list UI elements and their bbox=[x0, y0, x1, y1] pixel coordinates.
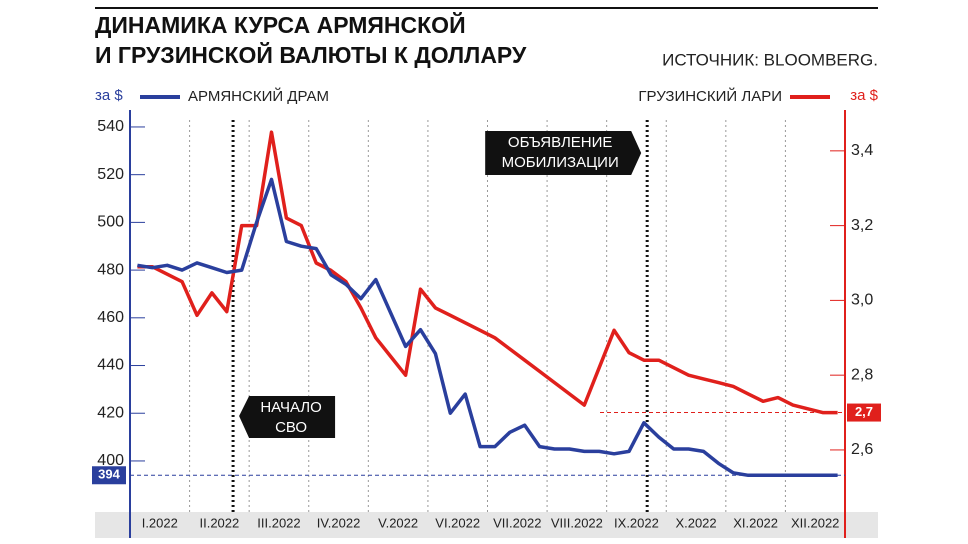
y2-tick-label: 3,2 bbox=[851, 217, 873, 234]
x-tick-label: I.2022 bbox=[142, 515, 178, 530]
event-label: МОБИЛИЗАЦИИ bbox=[502, 154, 619, 171]
x-tick-label: III.2022 bbox=[257, 515, 300, 530]
y-tick-label: 480 bbox=[97, 261, 124, 278]
reference-label-box bbox=[92, 466, 126, 485]
y-tick-label: 540 bbox=[97, 118, 124, 135]
y2-axis-label: за $ bbox=[850, 87, 878, 104]
y2-tick-label: 3,4 bbox=[851, 142, 873, 159]
title-line: ДИНАМИКА КУРСА АРМЯНСКОЙ bbox=[95, 11, 466, 38]
x-tick-label: XI.2022 bbox=[733, 515, 778, 530]
event-label: СВО bbox=[275, 419, 307, 436]
y2-tick-label: 3,0 bbox=[851, 292, 873, 309]
event-callout bbox=[485, 131, 642, 175]
event-label: НАЧАЛО bbox=[260, 399, 322, 416]
y-tick-label: 520 bbox=[97, 166, 124, 183]
y-tick-label: 460 bbox=[97, 309, 124, 326]
series-line bbox=[137, 177, 838, 478]
month-band bbox=[95, 512, 878, 538]
event-label: ОБЪЯВЛЕНИЕ bbox=[508, 134, 613, 151]
source: ИСТОЧНИК: BLOOMBERG. bbox=[662, 50, 878, 69]
x-tick-label: V.2022 bbox=[378, 515, 418, 530]
x-tick-label: XII.2022 bbox=[791, 515, 839, 530]
x-tick-label: IV.2022 bbox=[317, 515, 361, 530]
y2-tick-label: 2,6 bbox=[851, 441, 873, 458]
y2-tick-label: 2,8 bbox=[851, 366, 873, 383]
reference-label: 394 bbox=[98, 467, 120, 482]
x-tick-label: VII.2022 bbox=[493, 515, 541, 530]
event-callout bbox=[239, 396, 336, 438]
title-line: И ГРУЗИНСКОЙ ВАЛЮТЫ К ДОЛЛАРУ bbox=[95, 41, 527, 68]
y-tick-label: 500 bbox=[97, 214, 124, 231]
y-tick-label: 400 bbox=[97, 452, 124, 469]
x-tick-label: VIII.2022 bbox=[551, 515, 603, 530]
x-tick-label: X.2022 bbox=[675, 515, 716, 530]
reference-label-box bbox=[847, 403, 881, 422]
y-tick-label: 440 bbox=[97, 357, 124, 374]
y-tick-label: 420 bbox=[97, 404, 124, 421]
legend-label: ГРУЗИНСКИЙ ЛАРИ bbox=[638, 87, 782, 105]
reference-label: 2,7 bbox=[855, 404, 873, 419]
x-tick-label: VI.2022 bbox=[435, 515, 480, 530]
x-tick-label: II.2022 bbox=[199, 515, 239, 530]
legend-label: АРМЯНСКИЙ ДРАМ bbox=[188, 87, 329, 105]
y-axis-label: за $ bbox=[95, 87, 123, 104]
x-tick-label: IX.2022 bbox=[614, 515, 659, 530]
